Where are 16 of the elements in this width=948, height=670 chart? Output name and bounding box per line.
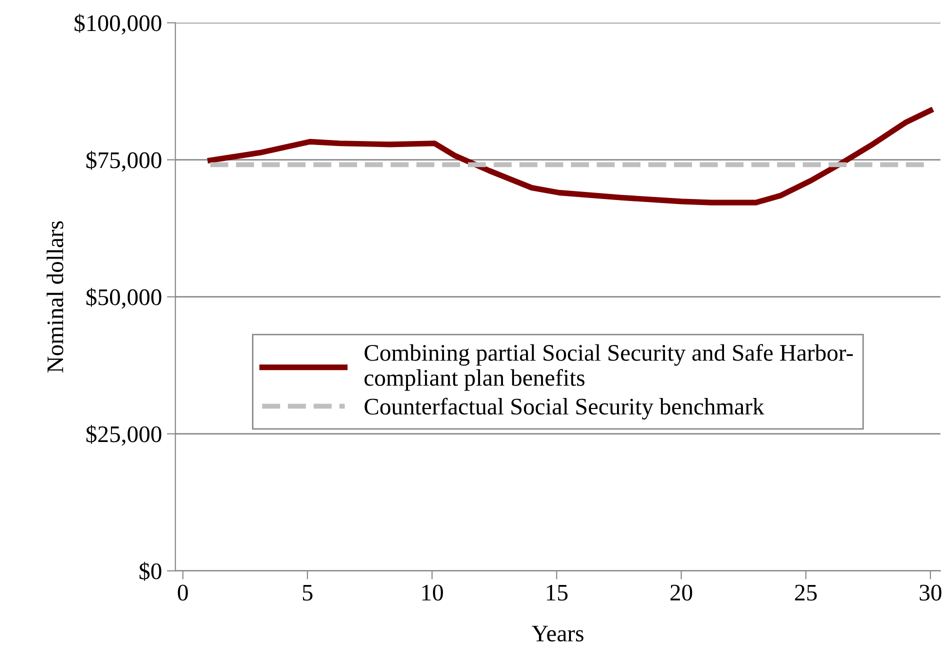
x-axis-title: Years bbox=[532, 626, 584, 642]
x-tick-label: 30 bbox=[920, 584, 942, 601]
y-tick-label: $50,000 bbox=[86, 288, 162, 309]
x-tick-label: 10 bbox=[422, 584, 443, 601]
x-tick-label: 25 bbox=[795, 584, 817, 601]
y-tick-label: $0 bbox=[140, 562, 162, 581]
legend-label: Counterfactual Social Security benchmark bbox=[364, 398, 764, 420]
x-tick-label: 0 bbox=[178, 584, 188, 601]
x-tick-label: 5 bbox=[302, 584, 312, 601]
y-tick-label: $75,000 bbox=[86, 150, 162, 172]
y-tick-label: $25,000 bbox=[86, 424, 162, 446]
x-tick-label: 20 bbox=[670, 584, 692, 601]
y-tick-label: $100,000 bbox=[74, 14, 162, 35]
x-tick-label: 15 bbox=[546, 584, 568, 601]
legend-label: Combining partial Social Security and Safe Harbor- compliant plan benefits bbox=[364, 344, 853, 391]
y-axis-title: Nominal dollars bbox=[46, 221, 64, 373]
